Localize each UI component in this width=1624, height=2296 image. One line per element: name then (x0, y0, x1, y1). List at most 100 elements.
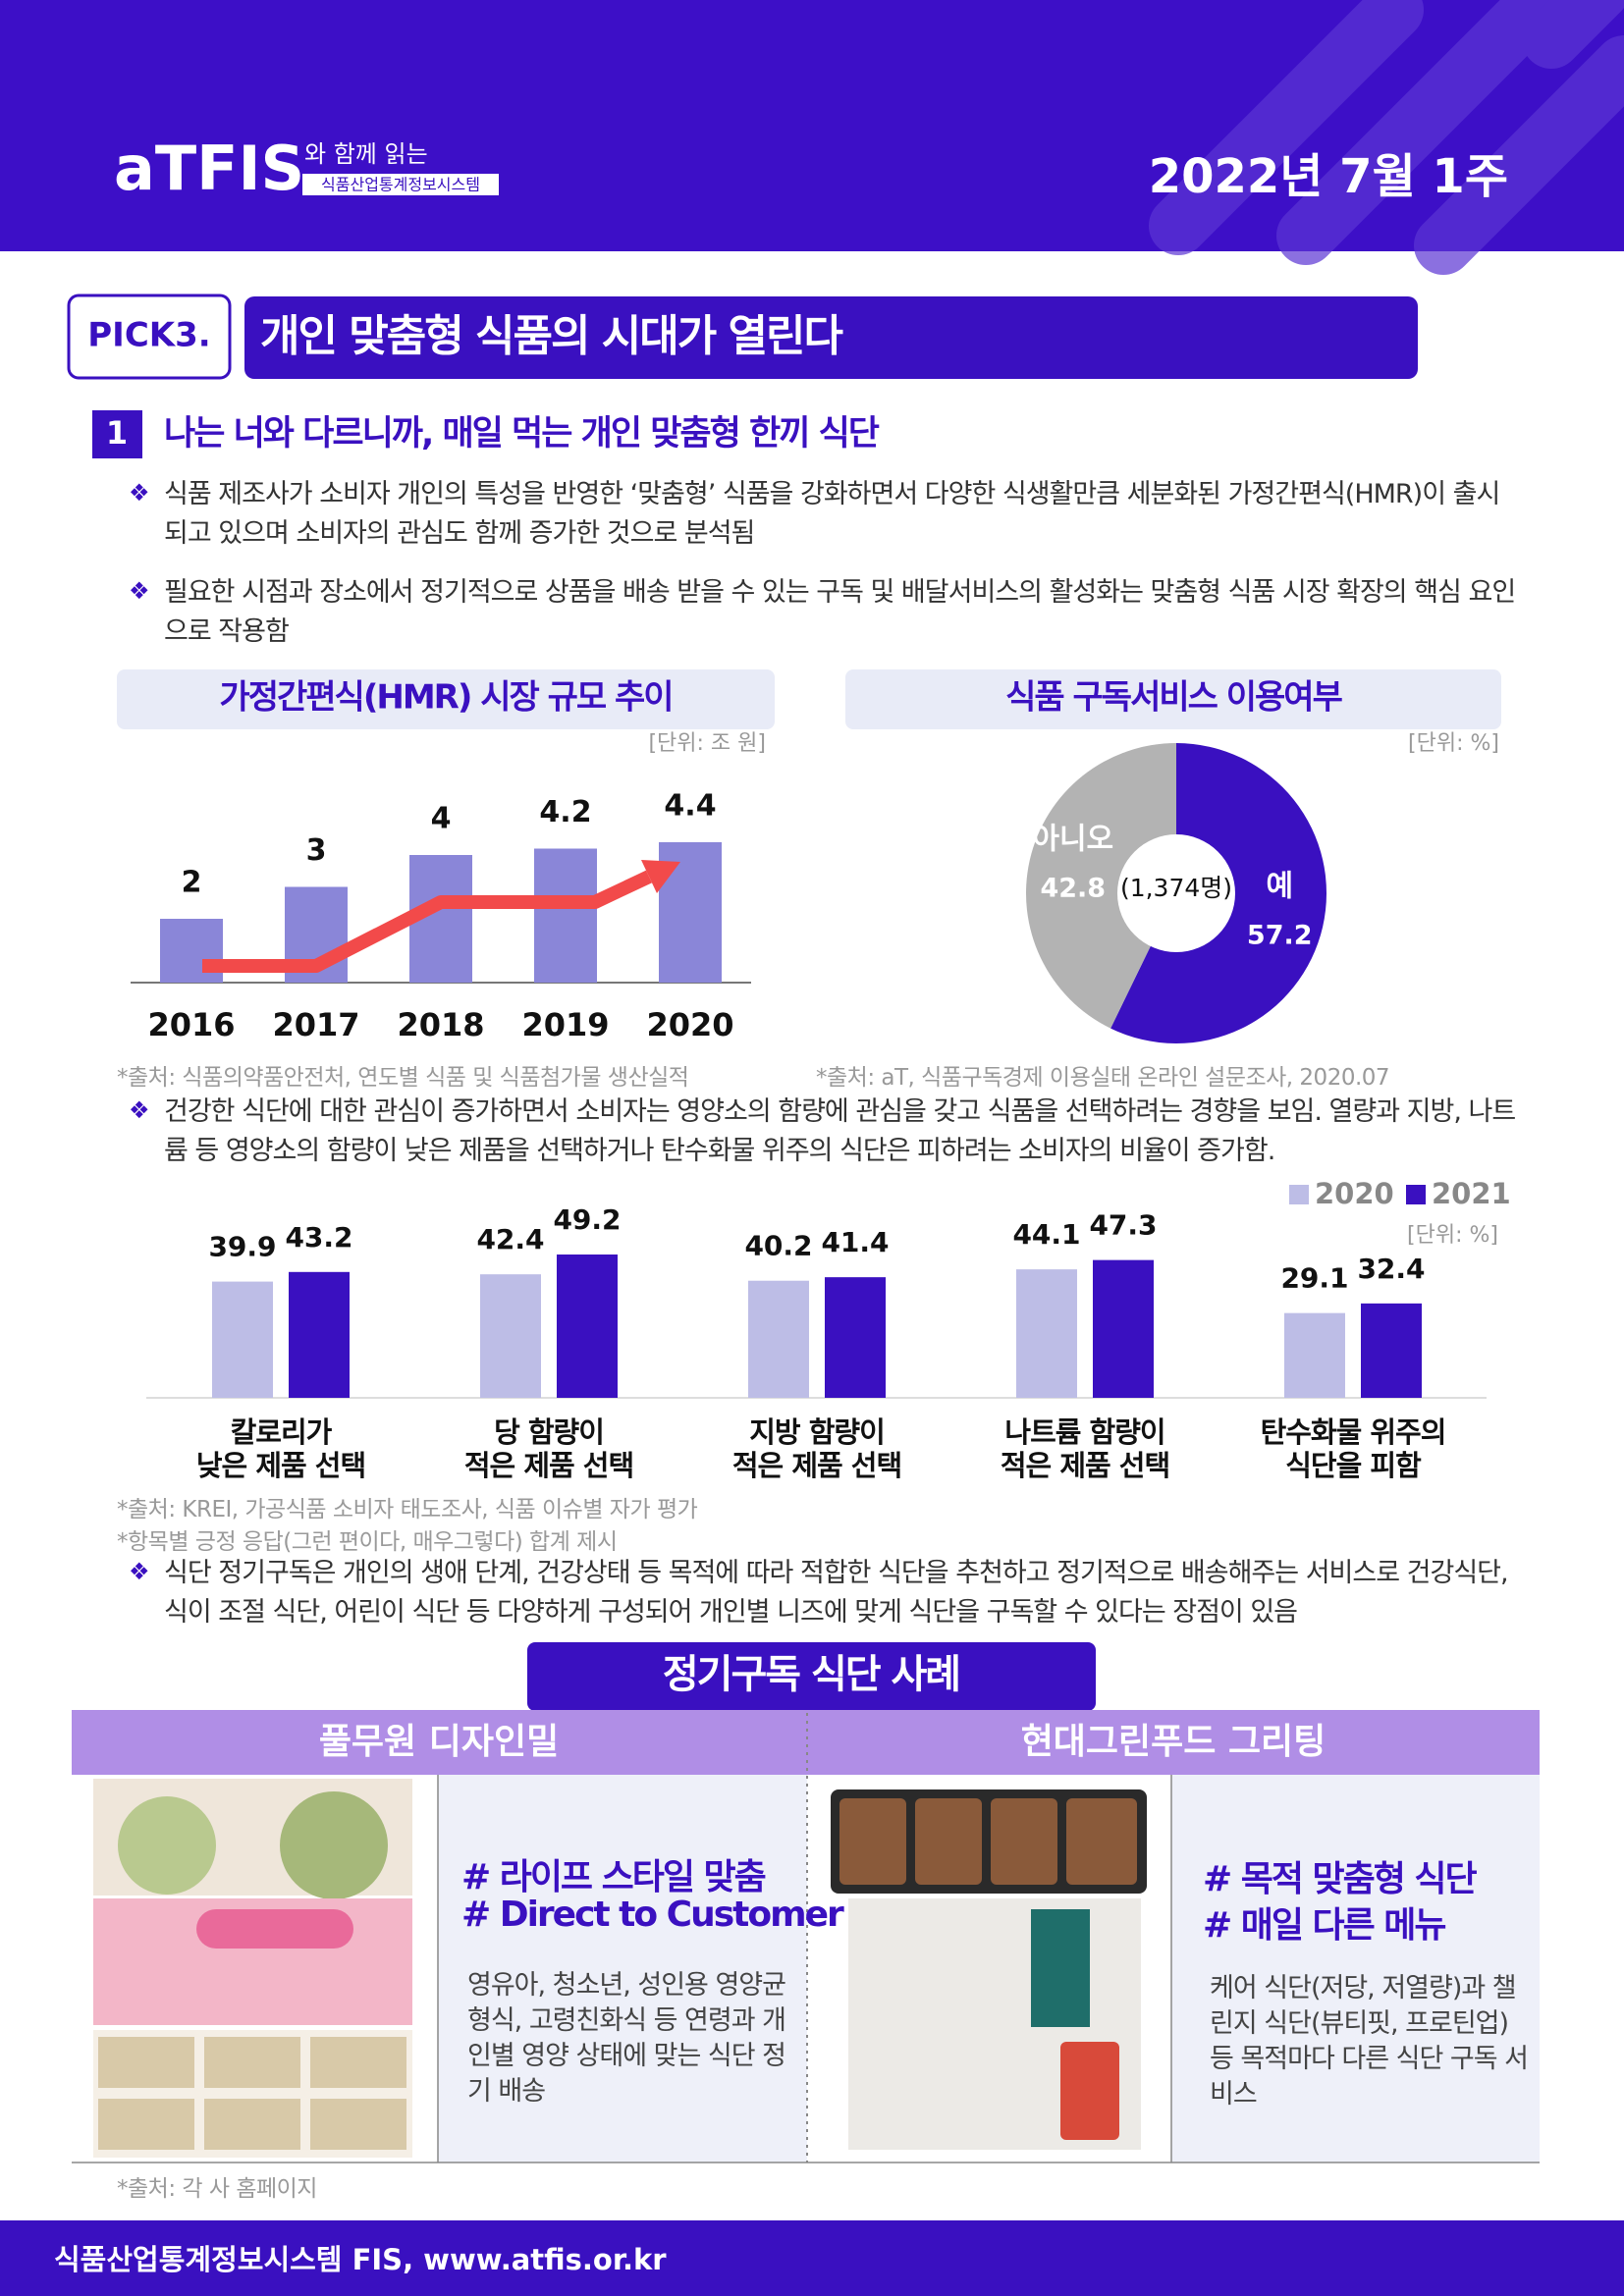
x-tick-label: 2016 (147, 1006, 235, 1043)
x-tick-label: 나트륨 함량이 적은 제품 선택 (1000, 1415, 1170, 1482)
trend-arrow (202, 870, 652, 973)
trend-arrowhead (641, 860, 680, 893)
source-note: *출처: 각 사 홈페이지 (117, 2176, 317, 2202)
bullet-text: 필요한 시점과 장소에서 정기적으로 상품을 배송 받을 수 있는 구독 및 배… (164, 577, 1516, 647)
photo (118, 1796, 216, 1895)
case-description: 케어 식단(저당, 저열량)과 챌린지 식단(뷰티핏, 프로틴업) 등 목적마다… (1210, 1973, 1529, 2109)
value-label: 41.4 (821, 1226, 889, 1258)
value-label: 39.9 (208, 1231, 276, 1263)
logo: aTFIS (114, 133, 304, 204)
x-tick-label: 탄수화물 위주의 식단을 피함 (1260, 1415, 1447, 1482)
logo-tagline: 와 함께 읽는 (304, 140, 428, 168)
footer-text: 식품산업통계정보시스템 FIS, www.atfis.or.kr (54, 2243, 667, 2276)
section-number: 1 (106, 414, 128, 452)
photo (196, 1909, 353, 1949)
value-label: 4.4 (664, 789, 716, 824)
x-tick-label: 칼로리가 낮은 제품 선택 (195, 1415, 366, 1482)
unit-label: [단위: 조 원] (648, 731, 766, 756)
chart-header-bg (117, 669, 775, 729)
donut-hole (1117, 834, 1235, 952)
legend-swatch (1406, 1185, 1426, 1204)
pick-title-bar (244, 296, 1418, 379)
bar (534, 848, 597, 983)
unit-label: [단위: %] (1407, 1223, 1498, 1248)
issue-date: 2022년 7월 1주 (1149, 149, 1508, 204)
header-stripes (1149, 0, 1624, 275)
pick-box (67, 294, 232, 380)
chart-header-bg (845, 669, 1501, 729)
slice-label: 예 (1266, 870, 1293, 904)
footer-bg (0, 2220, 1624, 2296)
bar (825, 1277, 886, 1398)
bullet-mark: ❖ (129, 577, 150, 605)
value-label: 4 (431, 802, 452, 836)
case-tag: # 라이프 스타일 맞춤 (461, 1857, 767, 1897)
slice-value: 42.8 (1040, 873, 1106, 903)
photo (839, 1798, 1137, 1885)
bar (480, 1274, 541, 1398)
case-text-bg (438, 1775, 807, 2163)
unit-label: [단위: %] (1408, 731, 1499, 756)
bullet-mark: ❖ (129, 1558, 150, 1585)
case-header-bg (72, 1710, 1540, 1775)
bullet-text: 건강한 식단에 대한 관심이 증가하면서 소비자는 영양소의 함량에 관심을 갖… (164, 1096, 1516, 1166)
case-name: 풀무원 디자인밀 (319, 1722, 559, 1762)
logo-subtitle: 식품산업통계정보시스템 (321, 176, 480, 194)
source-note: *출처: KREI, 가공식품 소비자 태도조사, 식품 이슈별 자가 평가 (117, 1497, 698, 1522)
chart-title: 가정간편식(HMR) 시장 규모 추이 (219, 678, 672, 718)
value-label: 47.3 (1089, 1209, 1157, 1242)
photo (1031, 1909, 1090, 2027)
legend-swatch (1289, 1185, 1309, 1204)
value-label: 49.2 (553, 1203, 621, 1236)
section-title: 나는 너와 다르니까, 매일 먹는 개인 맞춤형 한끼 식단 (164, 414, 880, 454)
slice-label: 아니오 (1032, 822, 1113, 856)
legend-label: 2020 (1315, 1177, 1394, 1210)
value-label: 32.4 (1357, 1253, 1425, 1285)
x-tick-label: 당 함량이 적은 제품 선택 (463, 1415, 634, 1482)
value-label: 44.1 (1012, 1218, 1080, 1251)
slice-value: 57.2 (1247, 921, 1313, 951)
source-note: *출처: aT, 식품구독경제 이용실태 온라인 설문조사, 2020.07 (816, 1065, 1390, 1091)
case-name: 현대그린푸드 그리팅 (1021, 1722, 1326, 1762)
bar (160, 919, 223, 983)
bar (1361, 1303, 1422, 1398)
bar (289, 1271, 350, 1398)
value-label: 29.1 (1280, 1262, 1348, 1295)
bar (1093, 1259, 1154, 1398)
bullet-text: 식품 제조사가 소비자 개인의 특성을 반영한 ‘맞춤형’ 식품을 강화하면서 … (164, 479, 1500, 549)
bullet-mark: ❖ (129, 1096, 150, 1124)
value-label: 43.2 (285, 1221, 352, 1254)
section-number-box (92, 410, 142, 458)
logo-subtitle-bg (302, 174, 499, 195)
bar (212, 1281, 273, 1398)
case-text-bg (1171, 1775, 1540, 2163)
x-tick-label: 2019 (521, 1006, 609, 1043)
photo (98, 2037, 406, 2150)
photo (1060, 2042, 1119, 2140)
value-label: 42.4 (476, 1223, 544, 1255)
x-tick-label: 지방 함량이 적은 제품 선택 (731, 1415, 902, 1482)
x-tick-label: 2017 (272, 1006, 359, 1043)
pick-title: 개인 맞춤형 식품의 시대가 열린다 (260, 311, 843, 361)
source-note: *출처: 식품의약품안전처, 연도별 식품 및 식품첨가물 생산실적 (117, 1065, 689, 1091)
case-title-tab (527, 1642, 1096, 1711)
bar (748, 1280, 809, 1398)
case-tag: # 매일 다른 메뉴 (1203, 1905, 1446, 1946)
case-tag: # Direct to Customer (461, 1895, 844, 1935)
x-tick-label: 2018 (397, 1006, 484, 1043)
x-tick-label: 2020 (646, 1006, 733, 1043)
case-tag: # 목적 맞춤형 식단 (1203, 1859, 1478, 1899)
center-label: (1,374명) (1120, 874, 1232, 902)
bar (557, 1255, 618, 1398)
bullet-mark: ❖ (129, 479, 150, 507)
bar (1284, 1312, 1345, 1398)
value-label: 40.2 (744, 1230, 812, 1262)
value-label: 2 (182, 866, 202, 900)
pie-slice (1026, 743, 1176, 1029)
value-label: 4.2 (539, 795, 591, 829)
case-title: 정기구독 식단 사례 (663, 1652, 959, 1697)
bar (1016, 1269, 1077, 1398)
bullet-text: 식단 정기구독은 개인의 생애 단계, 건강상태 등 목적에 따라 적합한 식단… (164, 1558, 1509, 1628)
